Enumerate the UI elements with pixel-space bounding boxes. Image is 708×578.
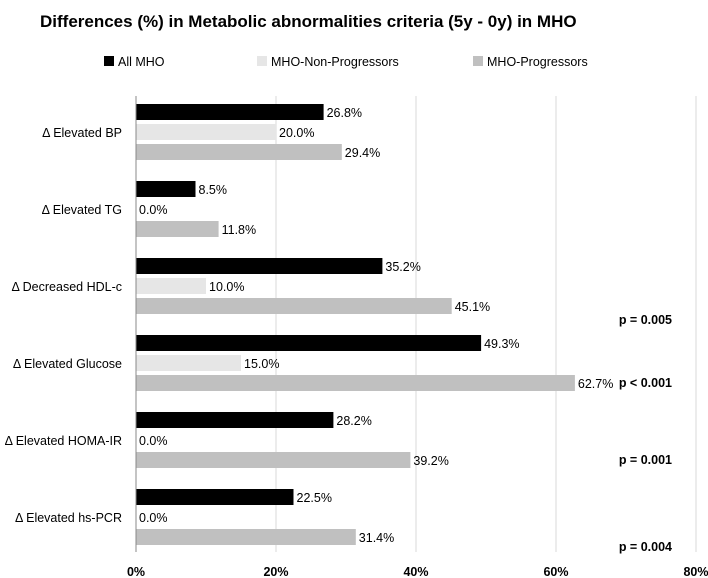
p-value-label: p = 0.004: [619, 540, 672, 554]
data-label: 0.0%: [139, 434, 168, 448]
legend-label: All MHO: [118, 55, 165, 69]
bar-all-mho: [136, 489, 294, 505]
data-label: 22.5%: [297, 491, 332, 505]
bar-mho-non-progressors: [136, 355, 241, 371]
data-label: 29.4%: [345, 146, 380, 160]
p-value-label: p = 0.001: [619, 453, 672, 467]
p-value-label: p = 0.005: [619, 313, 672, 327]
data-label: 31.4%: [359, 531, 394, 545]
bar-mho-progressors: [136, 452, 411, 468]
bar-all-mho: [136, 412, 334, 428]
bar-mho-progressors: [136, 529, 356, 545]
legend-swatch-mho-progressors: [473, 56, 483, 66]
bar-mho-progressors: [136, 144, 342, 160]
x-axis: 0% 20% 40% 60% 80%: [127, 96, 708, 578]
data-label: 35.2%: [385, 260, 420, 274]
category-label: Δ Decreased HDL-c: [12, 280, 122, 294]
legend-label: MHO-Progressors: [487, 55, 588, 69]
labels: Δ Elevated BP 26.8% 20.0% 29.4% Δ Elevated T…: [5, 106, 672, 554]
data-label: 39.2%: [413, 454, 448, 468]
data-label: 0.0%: [139, 203, 168, 217]
legend-label: MHO-Non-Progressors: [271, 55, 399, 69]
bar-mho-non-progressors: [136, 124, 276, 140]
data-label: 49.3%: [484, 337, 519, 351]
x-tick-label: 80%: [683, 565, 708, 578]
bar-all-mho: [136, 104, 324, 120]
gridlines: [275, 96, 697, 552]
bar-mho-progressors: [136, 221, 219, 237]
data-label: 10.0%: [209, 280, 244, 294]
bar-mho-progressors: [136, 298, 452, 314]
bar-all-mho: [136, 181, 196, 197]
category-label: Δ Elevated BP: [42, 126, 122, 140]
data-label: 28.2%: [336, 414, 371, 428]
p-value-label: p < 0.001: [619, 376, 672, 390]
bar-all-mho: [136, 335, 482, 351]
data-label: 45.1%: [455, 300, 490, 314]
data-label: 0.0%: [139, 511, 168, 525]
bars: [136, 104, 575, 545]
legend-swatch-mho-non-progressors: [257, 56, 267, 66]
category-label: Δ Elevated HOMA-IR: [5, 434, 122, 448]
bar-all-mho: [136, 258, 383, 274]
x-tick-label: 20%: [263, 565, 288, 578]
data-label: 26.8%: [327, 106, 362, 120]
category-label: Δ Elevated TG: [42, 203, 122, 217]
bar-mho-non-progressors: [136, 278, 206, 294]
data-label: 15.0%: [244, 357, 279, 371]
legend-swatch-all-mho: [104, 56, 114, 66]
x-tick-label: 60%: [543, 565, 568, 578]
bar-mho-progressors: [136, 375, 575, 391]
data-label: 11.8%: [222, 223, 257, 237]
data-label: 62.7%: [578, 377, 613, 391]
data-label: 8.5%: [199, 183, 228, 197]
data-label: 20.0%: [279, 126, 314, 140]
legend: All MHO MHO-Non-Progressors MHO-Progressor…: [104, 55, 588, 69]
chart-title: Differences (%) in Metabolic abnormaliti…: [40, 12, 577, 31]
x-tick-label: 40%: [403, 565, 428, 578]
category-label: Δ Elevated Glucose: [13, 357, 122, 371]
x-tick-label: 0%: [127, 565, 145, 578]
category-label: Δ Elevated hs-PCR: [15, 511, 122, 525]
